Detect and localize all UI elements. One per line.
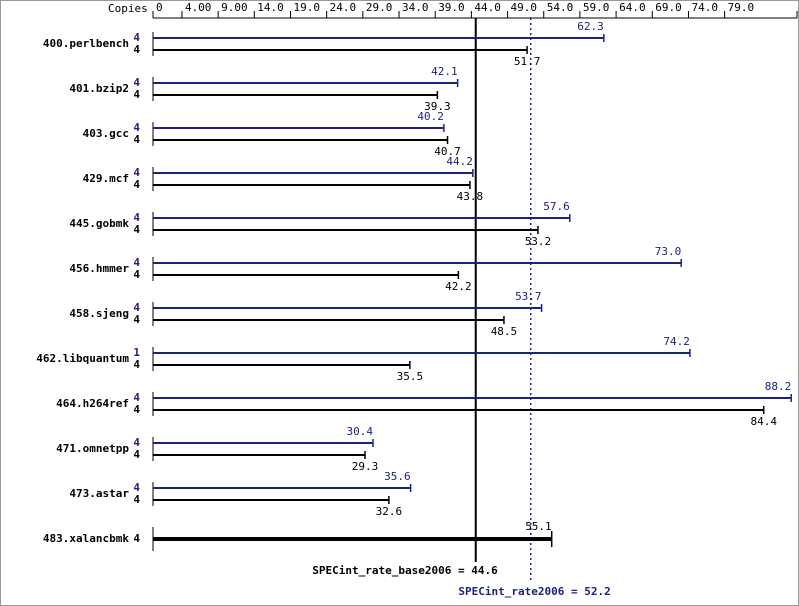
value-label: 53.2 <box>525 235 552 248</box>
value-label: 42.1 <box>431 65 458 78</box>
copies-label: 4 <box>133 166 140 179</box>
x-tick-label: 34.0 <box>402 1 429 14</box>
value-label: 55.1 <box>525 520 552 533</box>
x-tick-label: 14.0 <box>257 1 284 14</box>
copies-label: 4 <box>133 133 140 146</box>
copies-label: 4 <box>133 31 140 44</box>
x-tick-label: 69.0 <box>655 1 682 14</box>
axis-label: Copies <box>108 2 148 15</box>
copies-label: 4 <box>133 391 140 404</box>
copies-label: 4 <box>133 43 140 56</box>
value-label: 40.2 <box>417 110 444 123</box>
benchmark-name: 445.gobmk <box>69 217 129 230</box>
value-label: 73.0 <box>655 245 682 258</box>
benchmark-name: 462.libquantum <box>36 352 129 365</box>
value-label: 32.6 <box>376 505 403 518</box>
x-tick-label: 19.0 <box>293 1 320 14</box>
value-label: 84.4 <box>750 415 777 428</box>
copies-label: 4 <box>133 358 140 371</box>
benchmark-name: 464.h264ref <box>56 397 129 410</box>
copies-label: 4 <box>133 121 140 134</box>
value-label: 29.3 <box>352 460 379 473</box>
x-tick-label: 74.0 <box>691 1 718 14</box>
copies-label: 4 <box>133 178 140 191</box>
x-tick-label: 79.0 <box>728 1 755 14</box>
x-tick-label: 54.0 <box>547 1 574 14</box>
copies-label: 1 <box>133 346 140 359</box>
copies-label: 4 <box>133 403 140 416</box>
copies-label: 4 <box>133 211 140 224</box>
value-label: 44.2 <box>446 155 473 168</box>
value-label: 43.8 <box>457 190 484 203</box>
copies-label: 4 <box>133 532 140 545</box>
value-label: 74.2 <box>663 335 690 348</box>
x-tick-label: 9.00 <box>221 1 248 14</box>
copies-label: 4 <box>133 76 140 89</box>
x-tick-label: 39.0 <box>438 1 465 14</box>
copies-label: 4 <box>133 436 140 449</box>
x-tick-label: 0 <box>156 1 163 14</box>
benchmark-name: 400.perlbench <box>43 37 129 50</box>
value-label: 30.4 <box>346 425 373 438</box>
value-label: 53.7 <box>515 290 542 303</box>
x-tick-label: 59.0 <box>583 1 610 14</box>
x-tick-label: 64.0 <box>619 1 646 14</box>
x-tick-label: 24.0 <box>330 1 357 14</box>
copies-label: 4 <box>133 313 140 326</box>
benchmark-name: 473.astar <box>69 487 129 500</box>
value-label: 35.5 <box>397 370 424 383</box>
benchmark-name: 471.omnetpp <box>56 442 129 455</box>
copies-label: 4 <box>133 301 140 314</box>
reference-label: SPECint_rate2006 = 52.2 <box>458 585 610 598</box>
value-label: 62.3 <box>577 20 604 33</box>
benchmark-name: 429.mcf <box>83 172 129 185</box>
x-tick-label: 49.0 <box>511 1 537 14</box>
value-label: 88.2 <box>765 380 792 393</box>
benchmark-name: 456.hmmer <box>69 262 129 275</box>
copies-label: 4 <box>133 448 140 461</box>
value-label: 35.6 <box>384 470 411 483</box>
x-tick-label: 29.0 <box>366 1 393 14</box>
copies-label: 4 <box>133 256 140 269</box>
value-label: 40.7 <box>434 145 461 158</box>
copies-label: 4 <box>133 223 140 236</box>
copies-label: 4 <box>133 481 140 494</box>
value-label: 39.3 <box>424 100 451 113</box>
value-label: 42.2 <box>445 280 472 293</box>
x-tick-label: 44.0 <box>474 1 501 14</box>
value-label: 57.6 <box>543 200 570 213</box>
benchmark-name: 403.gcc <box>83 127 129 140</box>
benchmark-name: 401.bzip2 <box>69 82 129 95</box>
value-label: 51.7 <box>514 55 541 68</box>
copies-label: 4 <box>133 493 140 506</box>
x-tick-label: 4.00 <box>185 1 212 14</box>
copies-label: 4 <box>133 268 140 281</box>
benchmark-name: 458.sjeng <box>69 307 129 320</box>
copies-label: 4 <box>133 88 140 101</box>
value-label: 48.5 <box>491 325 518 338</box>
benchmark-name: 483.xalancbmk <box>43 532 129 545</box>
reference-label: SPECint_rate_base2006 = 44.6 <box>312 564 498 577</box>
